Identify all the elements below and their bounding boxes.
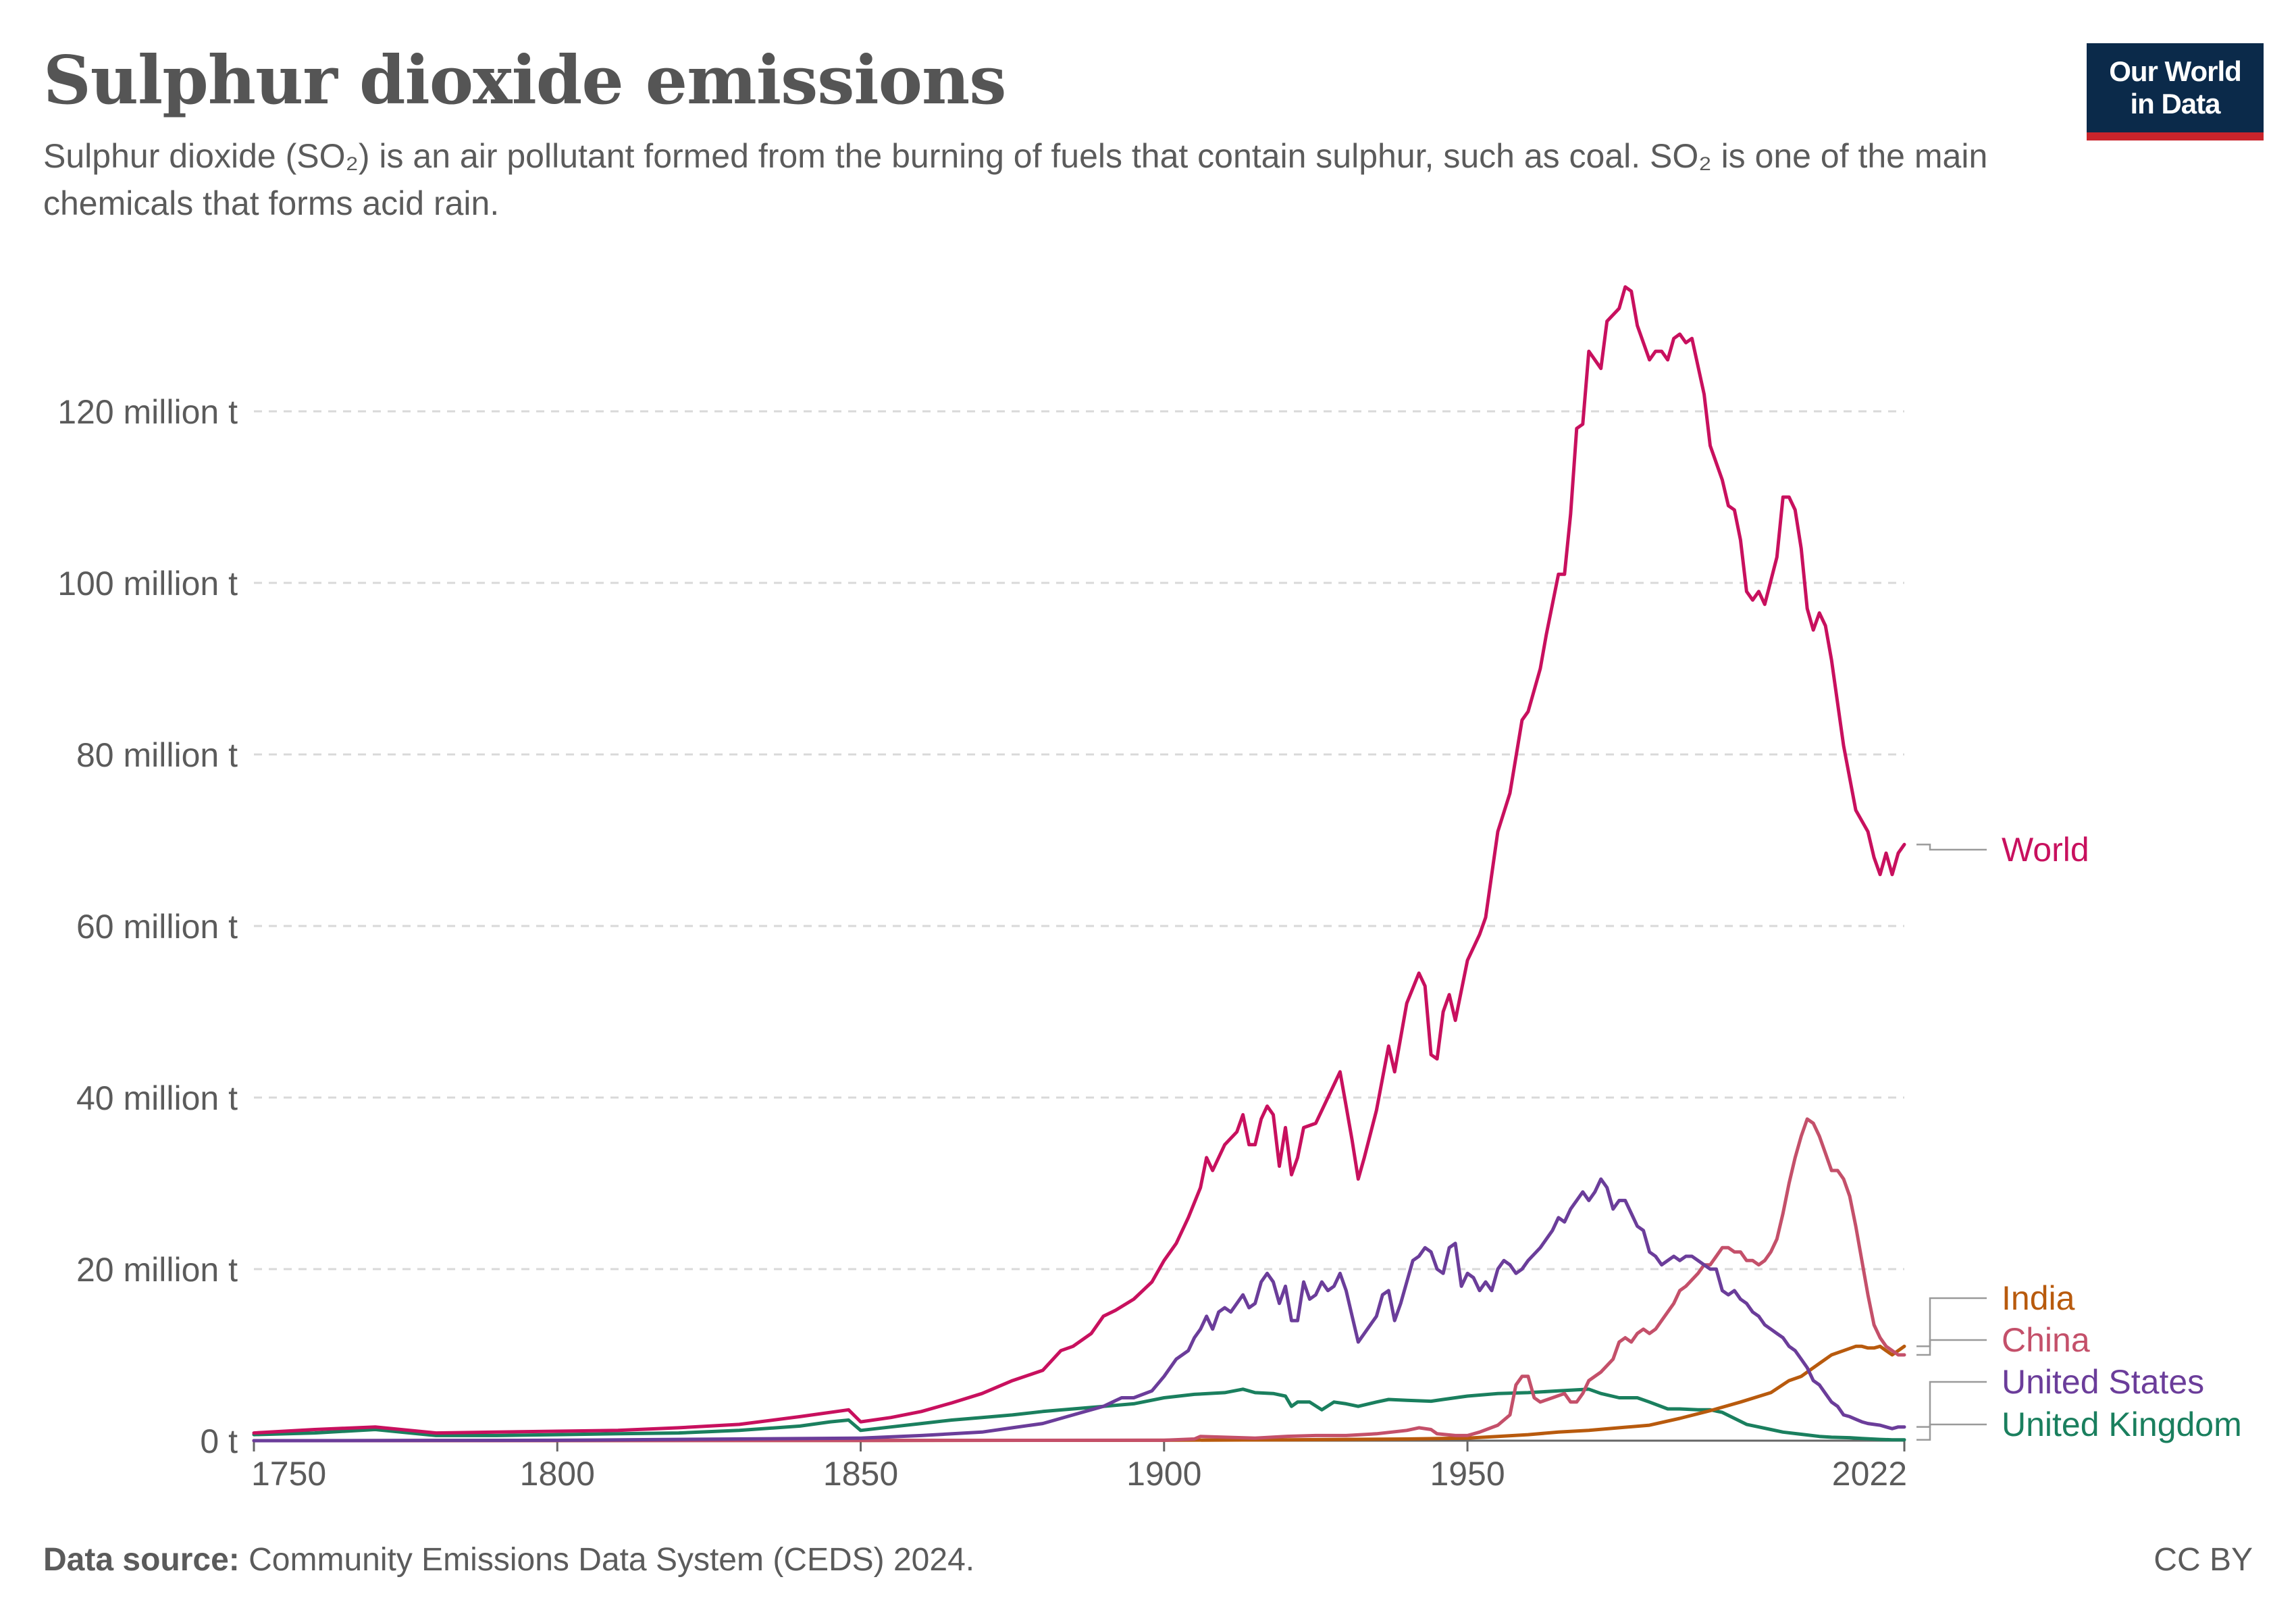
series-label-india: India (2002, 1279, 2075, 1317)
data-source-text: Community Emissions Data System (CEDS) 2… (249, 1542, 975, 1578)
series-label-china: China (2002, 1321, 2090, 1359)
x-tick-label: 1950 (1430, 1455, 1505, 1493)
axis-layer: 0 t 20 million t 40 million t 60 million t 8… (57, 393, 1907, 1493)
leader-line-world (1916, 844, 1987, 851)
label-layer: World United States China India United Kingd… (1916, 831, 2242, 1443)
y-tick-label: 80 million t (76, 736, 238, 774)
series-label-world: World (2002, 831, 2089, 869)
y-tick-label: 100 million t (57, 565, 238, 602)
leader-line-india (1916, 1297, 1987, 1347)
y-tick-label: 120 million t (57, 393, 238, 431)
logo-line-2: in Data (2130, 88, 2220, 120)
y-tick-label: 0 t (200, 1422, 238, 1460)
series-layer (252, 285, 1906, 1443)
x-tick-label: 1900 (1126, 1455, 1201, 1493)
series-label-united-kingdom: United Kingdom (2002, 1406, 2242, 1443)
x-tick-label: 1850 (823, 1455, 898, 1493)
series-line-united-states (252, 1177, 1906, 1443)
y-tick-label: 60 million t (76, 908, 238, 946)
series-label-united-states: United States (2002, 1363, 2204, 1401)
chart-title: Sulphur dioxide emissions (43, 42, 1006, 120)
y-tick-label: 20 million t (76, 1251, 238, 1289)
series-line-china (252, 1117, 1906, 1443)
data-source-label: Data source: (43, 1542, 240, 1578)
license-link[interactable]: CC BY (2154, 1542, 2253, 1578)
leader-line-united-kingdom (1916, 1423, 1987, 1441)
grid-layer (254, 410, 1904, 1270)
leader-line-china (1916, 1339, 1987, 1356)
series-line-united-kingdom (252, 1387, 1906, 1442)
chart-subtitle: Sulphur dioxide (SO₂) is an air pollutan… (43, 137, 1988, 222)
series-line-world (252, 285, 1906, 1435)
x-tick-label: 2022 (1832, 1455, 1907, 1493)
owid-logo[interactable]: Our World in Data (2087, 43, 2264, 140)
leader-line-united-states (1916, 1381, 1987, 1428)
y-tick-label: 40 million t (76, 1079, 238, 1117)
series-line-india (252, 1344, 1906, 1443)
x-tick-label: 1750 (251, 1455, 326, 1493)
data-source: Data source: Community Emissions Data Sy… (43, 1541, 974, 1578)
x-tick-label: 1800 (520, 1455, 595, 1493)
logo-line-1: Our World (2109, 55, 2242, 87)
